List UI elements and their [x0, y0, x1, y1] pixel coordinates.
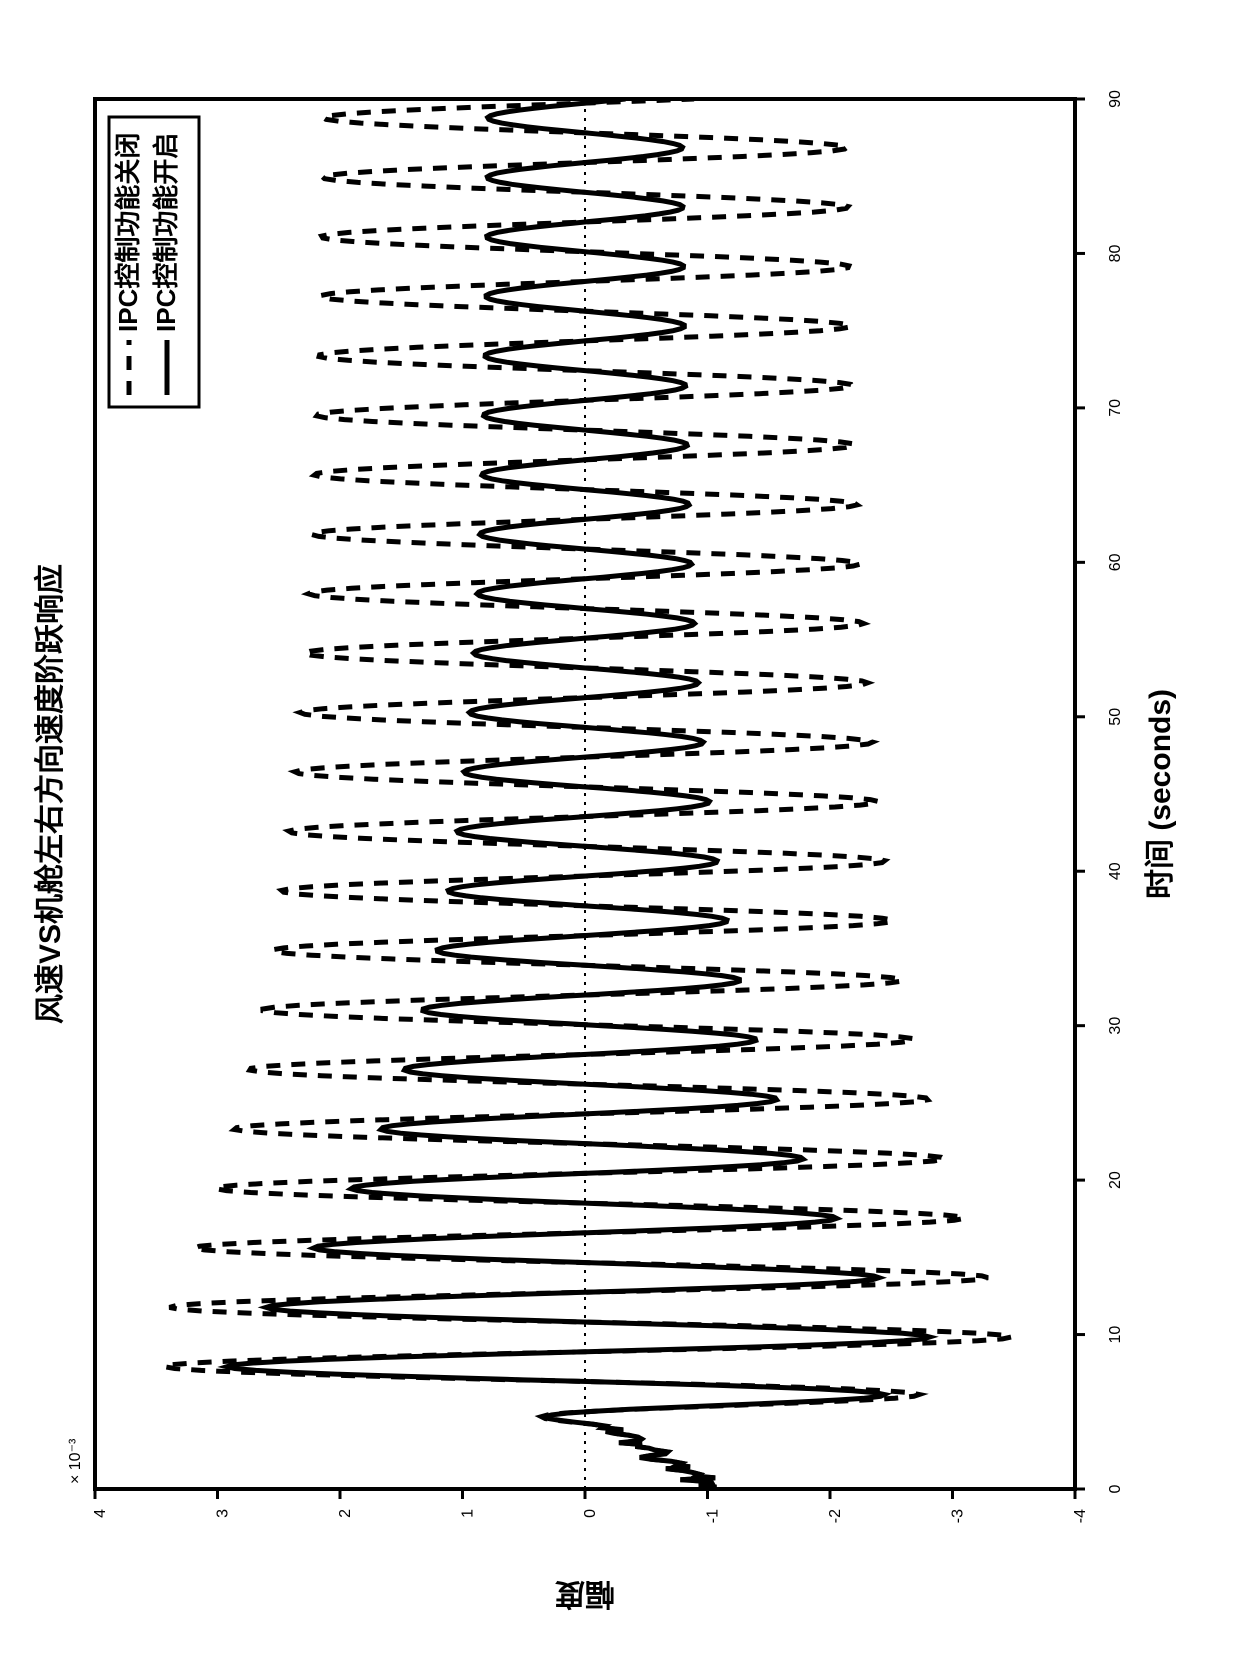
x-tick-label: 0 — [1107, 1484, 1124, 1493]
chart-title: 风速VS机舱左右方向速度阶跃响应 — [33, 564, 67, 1024]
y-tick-label: -1 — [705, 1509, 722, 1523]
x-tick-label: 80 — [1107, 244, 1124, 262]
y-tick-label: 2 — [337, 1509, 354, 1518]
x-tick-label: 90 — [1107, 90, 1124, 108]
x-tick-label: 70 — [1107, 399, 1124, 417]
y-tick-label: 4 — [92, 1509, 109, 1518]
y-tick-label: 0 — [582, 1509, 599, 1518]
x-tick-label: 30 — [1107, 1017, 1124, 1035]
series-ipc_off — [164, 99, 1011, 1489]
x-axis-label: 时间 (seconds) — [1144, 689, 1177, 899]
y-tick-label: 3 — [215, 1509, 232, 1518]
y-tick-label: -3 — [950, 1509, 967, 1523]
x-tick-label: 50 — [1107, 708, 1124, 726]
y-exponent-label: × 10⁻³ — [67, 1438, 84, 1484]
x-tick-label: 40 — [1107, 862, 1124, 880]
y-axis-label: 幅度 — [555, 1577, 615, 1610]
plot-series-group — [164, 99, 1011, 1489]
y-tick-label: -2 — [827, 1509, 844, 1523]
y-tick-label: -4 — [1072, 1509, 1089, 1523]
legend-label-ipc_on: IPC控制功能开启 — [151, 133, 181, 332]
x-tick-label: 60 — [1107, 553, 1124, 571]
y-tick-label: 1 — [460, 1509, 477, 1518]
x-tick-label: 10 — [1107, 1326, 1124, 1344]
x-tick-label: 20 — [1107, 1171, 1124, 1189]
legend-label-ipc_off: IPC控制功能关闭 — [113, 133, 143, 332]
